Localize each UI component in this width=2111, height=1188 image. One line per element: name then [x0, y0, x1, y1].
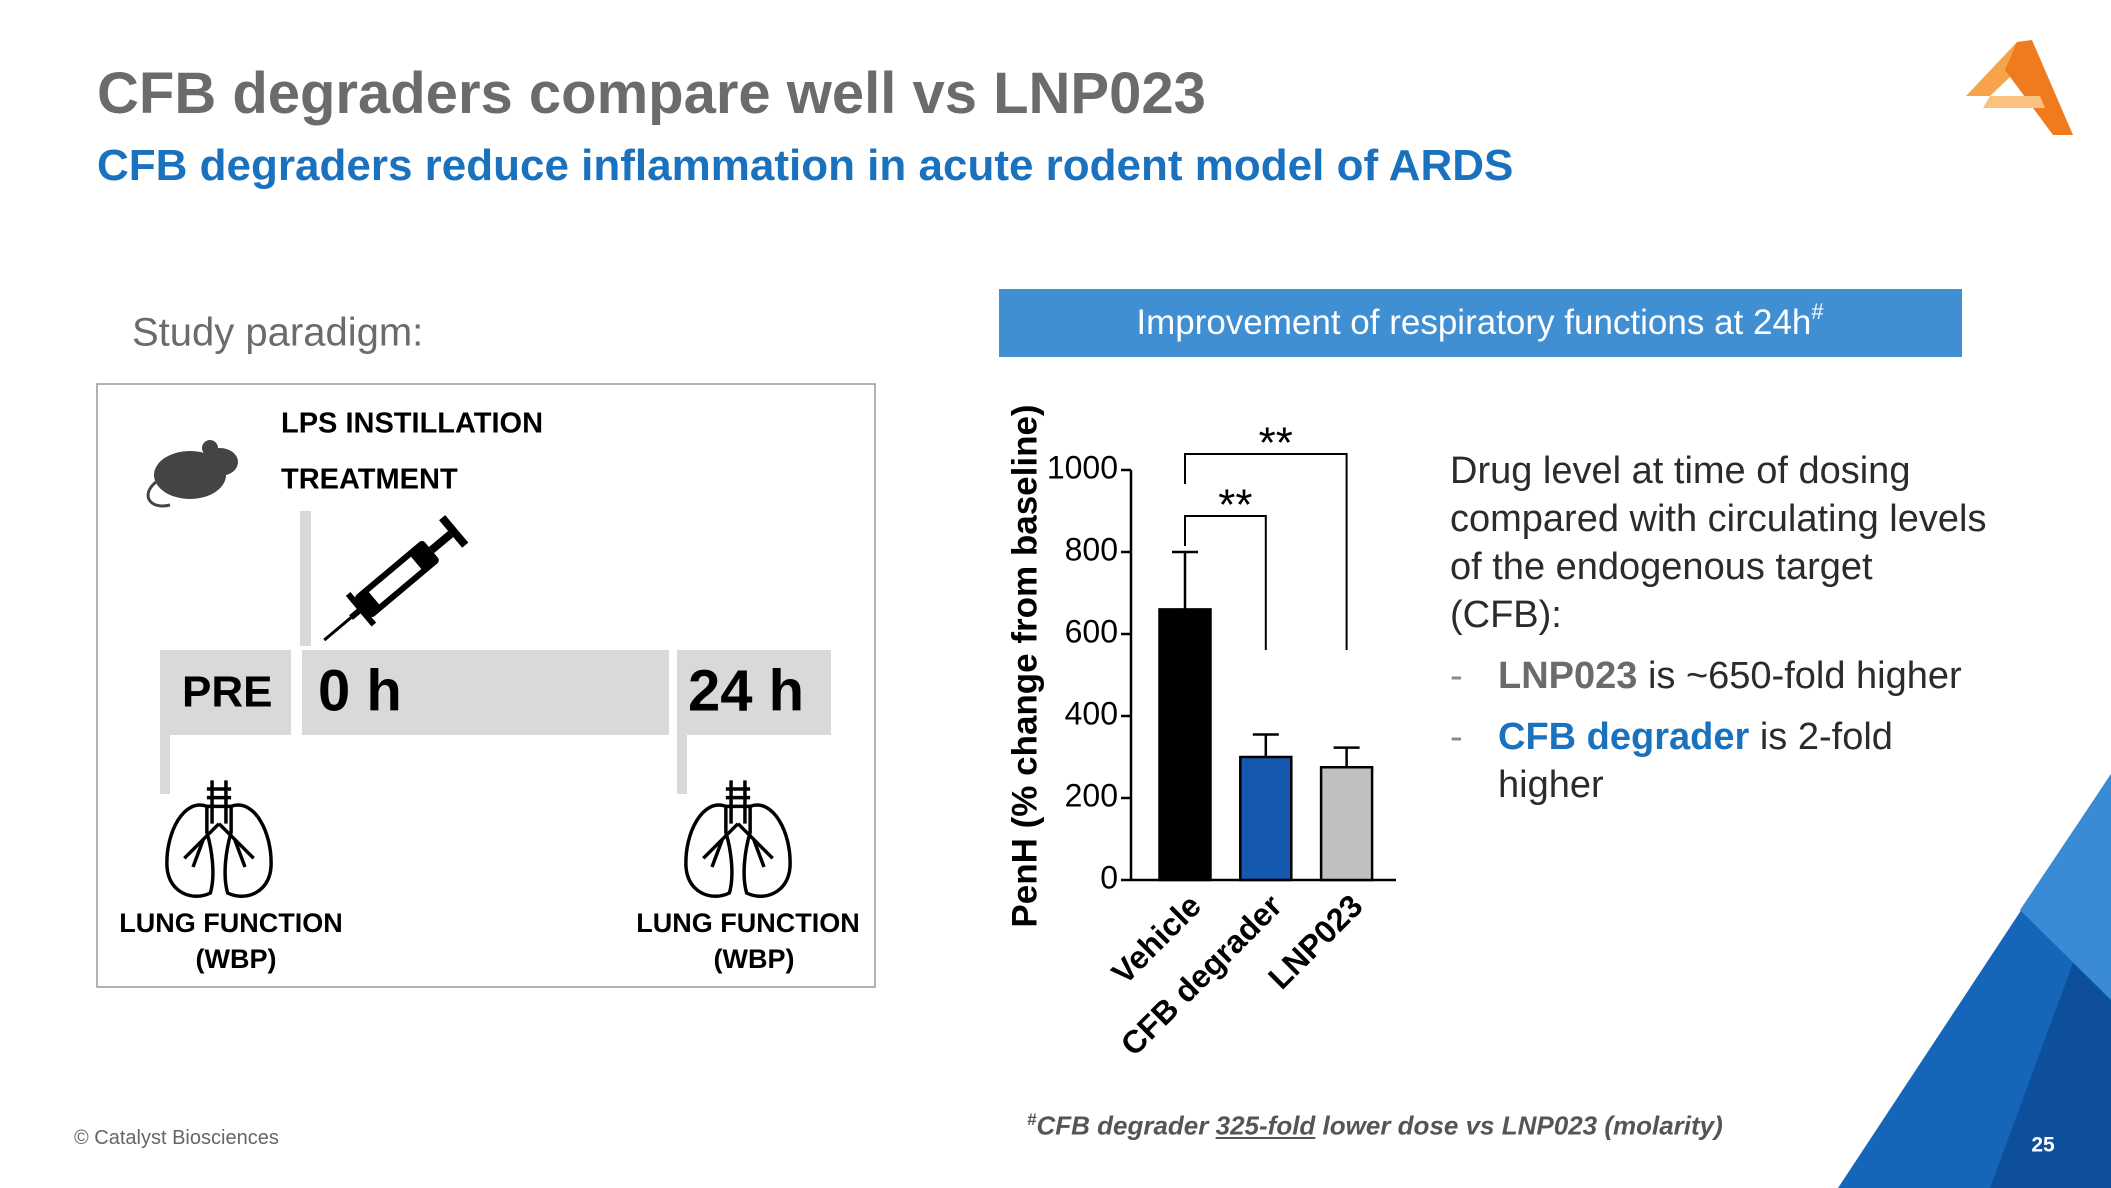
t24-label: 24 h	[688, 658, 804, 723]
bullet-dash: -	[1450, 716, 1463, 758]
pre-label: PRE	[182, 668, 272, 717]
logo	[1983, 96, 2045, 108]
y-tick-label: 400	[1065, 695, 1118, 731]
y-tick-label: 200	[1065, 777, 1118, 813]
y-tick-label: 600	[1065, 613, 1118, 649]
y-tick-label: 800	[1065, 531, 1118, 567]
timeline-marker	[300, 511, 311, 646]
syringe-icon	[323, 515, 469, 642]
notes-intro: Drug level at time of dosing compared wi…	[1450, 450, 1987, 636]
footnote-mark: #	[1027, 1110, 1037, 1129]
bullet-rest: is ~650-fold higher	[1647, 655, 1962, 697]
timeline-marker	[677, 735, 687, 794]
bar	[1239, 755, 1293, 882]
error-bar	[1252, 733, 1279, 757]
panel-heading-bar	[999, 289, 1962, 357]
footnote: #CFB degrader 325-fold lower dose vs LNP…	[1027, 1110, 1723, 1142]
footnote-underlined: 325-fold	[1215, 1110, 1316, 1141]
bullet: - LNP023 is ~650-fold higher	[1450, 652, 1990, 700]
timeline-marker	[160, 735, 170, 794]
footnote-text: lower dose vs LNP023 (molarity)	[1322, 1110, 1723, 1141]
logo	[2005, 40, 2073, 135]
slide-subtitle: CFB degraders reduce inflammation in acu…	[97, 141, 1514, 190]
timeline-block	[302, 650, 669, 735]
bar	[1158, 608, 1212, 882]
error-bar	[1333, 746, 1360, 768]
lung-function-label: LUNG FUNCTION	[636, 908, 859, 938]
wbp-label: (WBP)	[196, 944, 277, 974]
page-number: 25	[2031, 1134, 2055, 1157]
mouse-icon	[146, 440, 238, 508]
bullet-strong: LNP023	[1498, 655, 1638, 697]
lung-function-label: LUNG FUNCTION	[119, 908, 342, 938]
bullet-dash: -	[1450, 655, 1463, 697]
bullet-text: LNP023 is ~650-fold higher	[1498, 652, 1962, 700]
t0-label: 0 h	[318, 658, 402, 723]
significance-label: **	[1259, 419, 1293, 468]
y-tick-label: 1000	[1047, 449, 1118, 485]
y-tick-label: 0	[1100, 859, 1118, 895]
lps-label: LPS INSTILLATION	[281, 408, 543, 440]
error-bar	[1172, 550, 1198, 610]
copyright: © Catalyst Biosciences	[74, 1127, 279, 1149]
bullet-rest: is 2-fold higher	[1498, 716, 1893, 806]
timeline-block	[160, 650, 291, 735]
wbp-label: (WBP)	[714, 944, 795, 974]
significance-bracket	[1184, 453, 1348, 650]
bullet-strong: CFB degrader	[1498, 716, 1750, 758]
corner-decoration	[2020, 774, 2111, 1000]
bullet-text: CFB degrader is 2-fold higher	[1498, 713, 1990, 809]
panel-heading: Improvement of respiratory functions at …	[1136, 299, 1824, 342]
bar	[1319, 766, 1374, 882]
significance-bracket	[1184, 515, 1267, 650]
notes: Drug level at time of dosing compared wi…	[1450, 447, 1990, 809]
treatment-label: TREATMENT	[281, 464, 458, 496]
bullet: - CFB degrader is 2-fold higher	[1450, 713, 1990, 809]
chart: PenH (% change from baseline) 0 200 400 600…	[1005, 404, 1396, 1063]
slide-title: CFB degraders compare well vs LNP023	[97, 61, 1206, 126]
significance-label: **	[1218, 481, 1252, 530]
y-axis-label: PenH (% change from baseline)	[1005, 404, 1044, 927]
timeline-block	[677, 650, 831, 735]
footnote-text: CFB degrader	[1036, 1110, 1209, 1141]
paradigm-label: Study paradigm:	[132, 311, 423, 355]
